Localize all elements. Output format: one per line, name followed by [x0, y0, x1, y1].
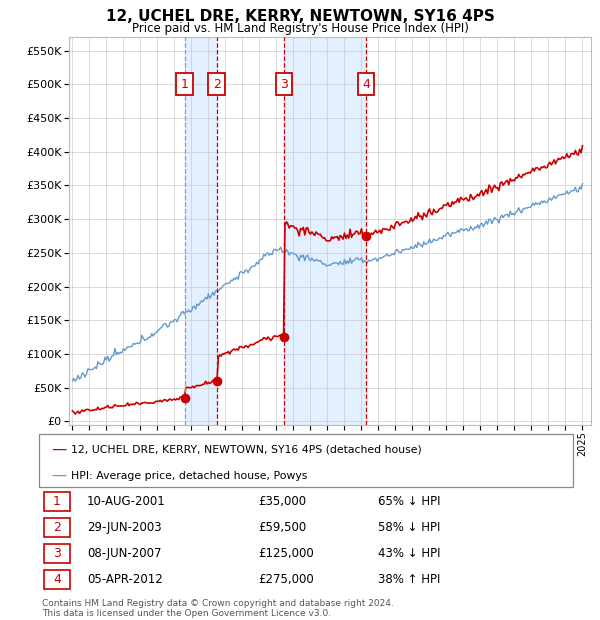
Text: 12, UCHEL DRE, KERRY, NEWTOWN, SY16 4PS (detached house): 12, UCHEL DRE, KERRY, NEWTOWN, SY16 4PS …: [71, 445, 422, 454]
Text: 05-APR-2012: 05-APR-2012: [87, 574, 163, 586]
Bar: [284, 37, 366, 425]
Text: 2: 2: [213, 78, 221, 91]
Text: 43% ↓ HPI: 43% ↓ HPI: [378, 547, 440, 560]
Text: 3: 3: [53, 547, 61, 560]
Text: HPI: Average price, detached house, Powys: HPI: Average price, detached house, Powy…: [71, 471, 307, 480]
Text: 12, UCHEL DRE, KERRY, NEWTOWN, SY16 4PS: 12, UCHEL DRE, KERRY, NEWTOWN, SY16 4PS: [106, 9, 494, 24]
Text: £275,000: £275,000: [258, 574, 314, 586]
Text: 3: 3: [280, 78, 288, 91]
Text: £59,500: £59,500: [258, 521, 306, 534]
Text: Price paid vs. HM Land Registry's House Price Index (HPI): Price paid vs. HM Land Registry's House …: [131, 22, 469, 35]
Text: —: —: [51, 468, 66, 483]
Text: —: —: [51, 442, 66, 457]
Text: 58% ↓ HPI: 58% ↓ HPI: [378, 521, 440, 534]
Text: 1: 1: [181, 78, 189, 91]
Text: 29-JUN-2003: 29-JUN-2003: [87, 521, 161, 534]
Text: 2: 2: [53, 521, 61, 534]
Text: 4: 4: [53, 574, 61, 586]
Text: £35,000: £35,000: [258, 495, 306, 508]
Text: £125,000: £125,000: [258, 547, 314, 560]
Text: This data is licensed under the Open Government Licence v3.0.: This data is licensed under the Open Gov…: [42, 609, 331, 618]
Text: 4: 4: [362, 78, 370, 91]
Text: Contains HM Land Registry data © Crown copyright and database right 2024.: Contains HM Land Registry data © Crown c…: [42, 599, 394, 608]
Text: 65% ↓ HPI: 65% ↓ HPI: [378, 495, 440, 508]
Text: 1: 1: [53, 495, 61, 508]
Text: 10-AUG-2001: 10-AUG-2001: [87, 495, 166, 508]
Bar: [185, 37, 217, 425]
Text: 38% ↑ HPI: 38% ↑ HPI: [378, 574, 440, 586]
Text: 08-JUN-2007: 08-JUN-2007: [87, 547, 161, 560]
